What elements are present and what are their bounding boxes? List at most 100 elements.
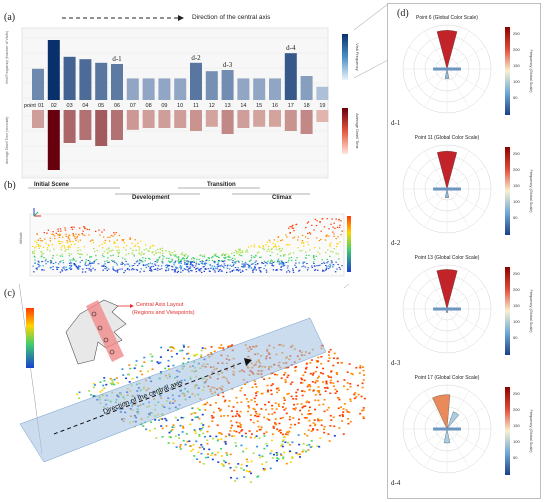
panel-a-chart: point 01 02 03 04 05 06 07 08 09 10 11 12 13 14 15 16 17 1…	[5, 27, 360, 179]
point-label-11: 11	[193, 103, 199, 109]
point-label-17: 17	[288, 103, 294, 109]
point-label-14: 14	[240, 103, 246, 109]
dwell-bar-14	[237, 110, 250, 128]
central-axis-band	[19, 317, 327, 463]
direction-text: Direction of the central axis	[192, 14, 271, 21]
marker-d-1: d-1	[112, 55, 122, 63]
colorbar-tick: 150	[513, 423, 520, 428]
point-label-16: 16	[272, 103, 278, 109]
colorbar-tick: 100	[513, 79, 520, 84]
polar-colorbar-label: Frequency (Global Scale)	[529, 289, 533, 333]
dwell-bar-11	[190, 110, 202, 131]
marker-d-3: d-3	[223, 61, 233, 69]
point-label-08: 08	[146, 103, 152, 109]
panel-d-polar-plots: Point 6 (Global Color Scale) 250 200 150 100…	[391, 15, 533, 487]
polar-title: Point 13 (Global Color Scale)	[415, 255, 480, 261]
point-label-18: 18	[304, 103, 310, 109]
panel-b-label: (b)	[4, 180, 16, 191]
wedge-horizontal	[433, 187, 461, 191]
phase-development: Development	[132, 195, 170, 201]
phase-timeline	[28, 187, 310, 195]
wedge-main	[436, 269, 458, 310]
point-label-19: 19	[319, 103, 325, 109]
panel-d-column	[387, 3, 541, 499]
polar-title: Point 17 (Global Color Scale)	[415, 375, 480, 381]
visit-bar-04	[79, 59, 92, 100]
visit-bar-18	[300, 76, 313, 100]
panel-c-pointcloud-3d: Direction of the central axis	[19, 284, 366, 483]
dwell-bar-19	[316, 110, 329, 122]
polar-colorbar-label: Frequency (Global Scale)	[529, 49, 533, 93]
dwell-bar-18	[300, 110, 313, 134]
colorbar-tick: 50	[513, 455, 518, 460]
colorbar-tick: 150	[513, 63, 520, 68]
point-row-label: point	[24, 103, 36, 109]
dwell-bar-08	[142, 110, 155, 128]
point-label-09: 09	[161, 103, 167, 109]
panel-a-label: (a)	[4, 12, 16, 23]
polar-colorbar-label: Frequency (Global Scale)	[529, 169, 533, 213]
wedge-horizontal	[433, 307, 461, 311]
colorbar-tick: 150	[513, 303, 520, 308]
altitude-colorbar	[347, 216, 351, 272]
point-label-06: 06	[114, 103, 120, 109]
polar-colorbar	[505, 27, 510, 115]
colorbar-tick: 250	[513, 271, 520, 276]
panel-b-pointcloud-side-view: Altitude	[19, 208, 351, 277]
colorbar-tick: 200	[513, 407, 520, 412]
wedge-south	[444, 188, 450, 198]
wedge-south	[443, 428, 451, 444]
colorbar-tick: 250	[513, 31, 520, 36]
polar-tag-d-2: d-2	[391, 239, 401, 247]
point-label-02: 02	[51, 103, 57, 109]
dwell-bar-09	[158, 110, 171, 128]
point-label-07: 07	[130, 103, 136, 109]
visit-bar-17	[284, 53, 297, 100]
visit-bar-02	[47, 40, 60, 100]
upper-colorbar-label: Visit Frequency	[355, 43, 360, 71]
lower-colorbar	[342, 108, 348, 154]
dwell-bar-04	[79, 110, 92, 140]
polar-colorbar	[505, 267, 510, 355]
visit-bar-03	[63, 56, 76, 100]
dwell-bar-02	[47, 110, 60, 170]
wedge-main	[432, 394, 451, 430]
visit-bar-19	[316, 86, 329, 100]
point-label-05: 05	[98, 103, 104, 109]
wedge-main	[437, 151, 457, 190]
colorbar-tick: 50	[513, 215, 518, 220]
visit-bar-05	[95, 62, 108, 100]
colorbar-tick: 50	[513, 95, 518, 100]
wedge-horizontal	[433, 67, 461, 71]
visit-bar-11	[190, 62, 202, 100]
wedge-main	[436, 30, 458, 70]
polar-plot-point-13: Point 13 (Global Color Scale) 250 200 150 10…	[391, 255, 533, 367]
point-label-03: 03	[67, 103, 73, 109]
polar-title: Point 6 (Global Color Scale)	[416, 15, 478, 21]
polar-colorbar-label: Frequency (Global Scale)	[529, 409, 533, 453]
point-label-04: 04	[82, 103, 88, 109]
colorbar-tick: 200	[513, 287, 520, 292]
colorbar-tick: 150	[513, 183, 520, 188]
callout-line-1: Central Axis Layout	[136, 302, 184, 308]
visit-bar-09	[158, 78, 171, 100]
wedge-south	[446, 308, 448, 313]
dwell-bar-15	[253, 110, 266, 127]
polar-plot-point-6: Point 6 (Global Color Scale) 250 200 150 100…	[391, 15, 533, 127]
visit-bar-14	[237, 78, 250, 100]
polar-plot-point-17: Point 17 (Global Color Scale) 250 200 150 10…	[391, 375, 533, 487]
polar-colorbar	[505, 147, 510, 235]
wedge-south	[444, 68, 450, 79]
panel-c-label: (c)	[4, 288, 16, 299]
dwell-bar-13	[221, 110, 234, 134]
dwell-bar-06	[111, 110, 123, 140]
visit-bar-13	[221, 70, 234, 100]
colorbar-tick: 100	[513, 439, 520, 444]
colorbar-tick: 100	[513, 319, 520, 324]
phase-transition: Transition	[207, 182, 236, 188]
polar-tag-d-4: d-4	[391, 479, 401, 487]
marker-d-2: d-2	[191, 54, 201, 62]
point-label-12: 12	[209, 103, 215, 109]
polar-colorbar	[505, 387, 510, 475]
point-label-15: 15	[256, 103, 262, 109]
